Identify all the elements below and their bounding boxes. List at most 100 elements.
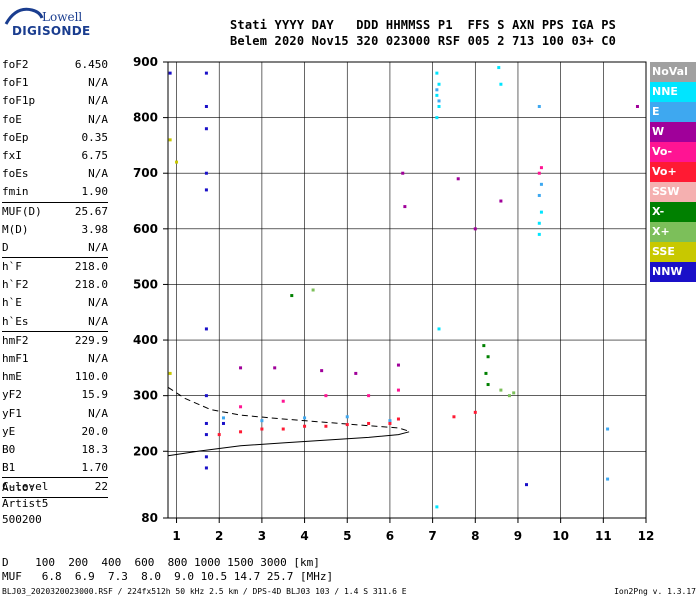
- echo-point-e: [435, 88, 439, 92]
- echo-point-e: [437, 99, 441, 103]
- chart-traces: [167, 386, 410, 457]
- footer-muf-row: MUF 6.8 6.9 7.3 8.0 9.0 10.5 14.7 25.7 […: [2, 570, 334, 583]
- echo-point-sse: [168, 138, 172, 142]
- echo-point-nne: [437, 104, 441, 108]
- param-name: hmF1: [2, 352, 29, 365]
- param-name: B0: [2, 442, 16, 456]
- param-value: 0.35: [81, 130, 109, 144]
- echo-point-w: [401, 171, 405, 175]
- legend-item: X-: [650, 202, 696, 222]
- x-tick-label: 7: [428, 529, 436, 543]
- echo-point-x: [486, 383, 490, 387]
- echo-point-x: [311, 288, 315, 292]
- echo-point-vo: [324, 424, 328, 428]
- echo-point-e: [221, 416, 225, 420]
- x-tick-label: 12: [638, 529, 655, 543]
- param-row: h`F2 218.0: [2, 276, 108, 294]
- param-row: h`F 218.0: [2, 258, 108, 276]
- y-tick-label: 900: [133, 55, 158, 69]
- param-row: foF1 N/A: [2, 74, 108, 92]
- logo-digisonde-text: DIGISONDE: [12, 24, 91, 38]
- x-tick-label: 6: [386, 529, 394, 543]
- trace-virtual-height: [167, 386, 410, 432]
- y-tick-label: 700: [133, 166, 158, 180]
- param-name: foE: [2, 112, 22, 126]
- param-name: h`Es: [2, 314, 29, 328]
- echo-point-vo: [537, 171, 541, 175]
- param-separator: [2, 330, 108, 332]
- param-value: 3.98: [81, 222, 109, 236]
- header-line-values: Belem 2020 Nov15 320 023000 RSF 005 2 71…: [230, 34, 617, 48]
- footer-source-info: BLJ03_2020320023000.RSF / 224fx512h 50 k…: [2, 587, 407, 596]
- param-row: foF2 6.450: [2, 56, 108, 74]
- legend-item: NNW: [650, 262, 696, 282]
- echo-point-vo: [281, 399, 285, 403]
- echo-point-w: [273, 366, 277, 370]
- param-value: 1.90: [81, 185, 109, 199]
- param-separator: [2, 477, 108, 479]
- echo-point-nnw: [204, 455, 208, 459]
- legend-item: X+: [650, 222, 696, 242]
- echo-point-e: [606, 477, 610, 481]
- x-tick-label: 5: [343, 529, 351, 543]
- echo-point-nnw: [204, 188, 208, 192]
- echo-point-x: [512, 391, 516, 395]
- param-name: C-level: [2, 480, 49, 494]
- echo-point-nne: [497, 66, 501, 70]
- echo-point-nne: [435, 505, 439, 509]
- param-value: 20.0: [81, 424, 109, 438]
- legend-item: E: [650, 102, 696, 122]
- param-row: fxI 6.75: [2, 147, 108, 165]
- echo-point-vo: [239, 405, 243, 409]
- echo-point-vo: [367, 421, 371, 425]
- echo-point-nne: [435, 93, 439, 97]
- echo-point-vo: [260, 427, 264, 431]
- y-tick-label: 200: [133, 444, 158, 458]
- param-name: hmF2: [2, 333, 29, 347]
- echo-point-vo: [388, 421, 392, 425]
- param-name: foF2: [2, 58, 29, 71]
- echo-point-w: [473, 227, 477, 231]
- param-row: B0 18.3: [2, 441, 108, 459]
- param-name: h`F2: [2, 278, 29, 292]
- param-row: M(D) 3.98: [2, 221, 108, 239]
- param-name: foEs: [2, 167, 29, 181]
- param-row: B1 1.70: [2, 459, 108, 477]
- echo-point-nne: [537, 232, 541, 236]
- param-name: foF1p: [2, 94, 36, 108]
- param-separator: [2, 257, 108, 259]
- param-row: C-level 22: [2, 478, 108, 496]
- echo-point-nnw: [204, 421, 208, 425]
- param-name: B1: [2, 461, 16, 475]
- param-value: 6.75: [81, 148, 109, 162]
- param-value: N/A: [88, 296, 108, 310]
- x-tick-label: 11: [595, 529, 612, 543]
- y-tick-label: 800: [133, 111, 158, 125]
- param-value: 229.9: [74, 333, 108, 347]
- y-tick-label: 400: [133, 333, 158, 347]
- param-value: N/A: [88, 76, 108, 90]
- echo-point-x: [507, 394, 511, 398]
- auto-version: 500200: [2, 513, 42, 526]
- plot-frame: [167, 61, 647, 519]
- param-value: 25.67: [74, 204, 108, 218]
- echo-point-e: [260, 419, 264, 423]
- echo-point-sse: [168, 371, 172, 375]
- echo-point-e: [303, 416, 307, 420]
- ionospheric-parameters-panel: foF2 6.450 foF1 N/A foF1p N/A foE N/A foEp 0.35 fx…: [2, 56, 108, 498]
- x-tick-label: 4: [300, 529, 308, 543]
- echo-point-vo: [473, 410, 477, 414]
- param-value: 22: [94, 480, 108, 494]
- echo-point-nnw: [221, 421, 225, 425]
- param-value: N/A: [88, 112, 108, 126]
- echo-point-vo: [345, 423, 349, 427]
- legend-item: SSW: [650, 182, 696, 202]
- echo-point-w: [403, 205, 407, 209]
- echo-point-e: [345, 415, 349, 419]
- param-name: M(D): [2, 222, 29, 236]
- echo-point-nne: [437, 327, 441, 331]
- param-value: 6.450: [74, 58, 108, 71]
- footer-distance-row: D 100 200 400 600 800 1000 1500 3000 [km…: [2, 556, 320, 569]
- param-value: 15.9: [81, 388, 109, 402]
- echo-point-nnw: [204, 71, 208, 75]
